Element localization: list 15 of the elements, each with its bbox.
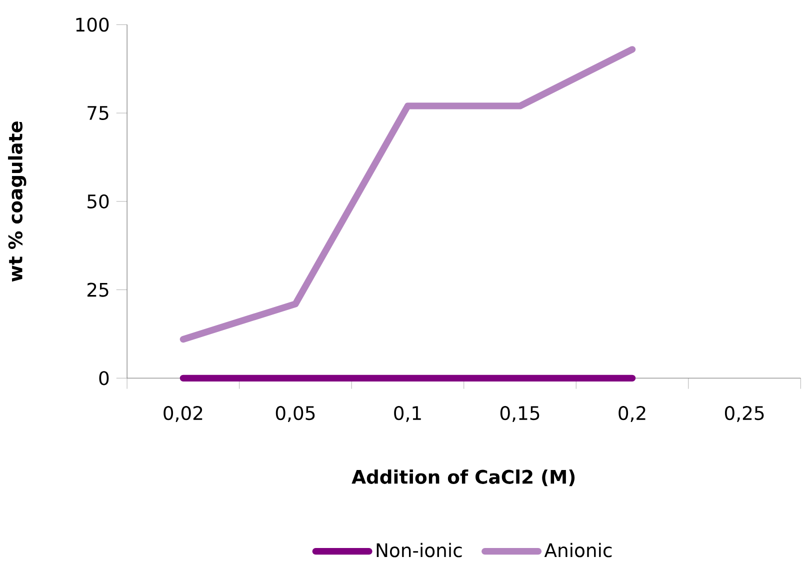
y-tick-label: 50	[88, 194, 109, 209]
legend-label: Anionic	[544, 542, 612, 558]
x-tick-label: 0,02	[164, 406, 202, 422]
y-tick-label: 75	[88, 106, 108, 120]
legend-label: Non-ionic	[376, 542, 462, 558]
y-tick-label: 0	[99, 371, 109, 386]
x-tick-label: 0,25	[724, 406, 764, 422]
x-tick-label: 0,05	[276, 406, 315, 422]
x-tick-label: 0,15	[500, 406, 540, 422]
y-axis-title: wt % coagulate	[8, 122, 26, 282]
x-tick-label: 0,1	[394, 406, 421, 422]
y-tick-label: 100	[76, 18, 109, 32]
y-tick-label: 25	[87, 282, 108, 297]
x-axis-title: Addition of CaCl2 (M)	[352, 470, 575, 486]
x-tick-label: 0,2	[618, 406, 646, 422]
